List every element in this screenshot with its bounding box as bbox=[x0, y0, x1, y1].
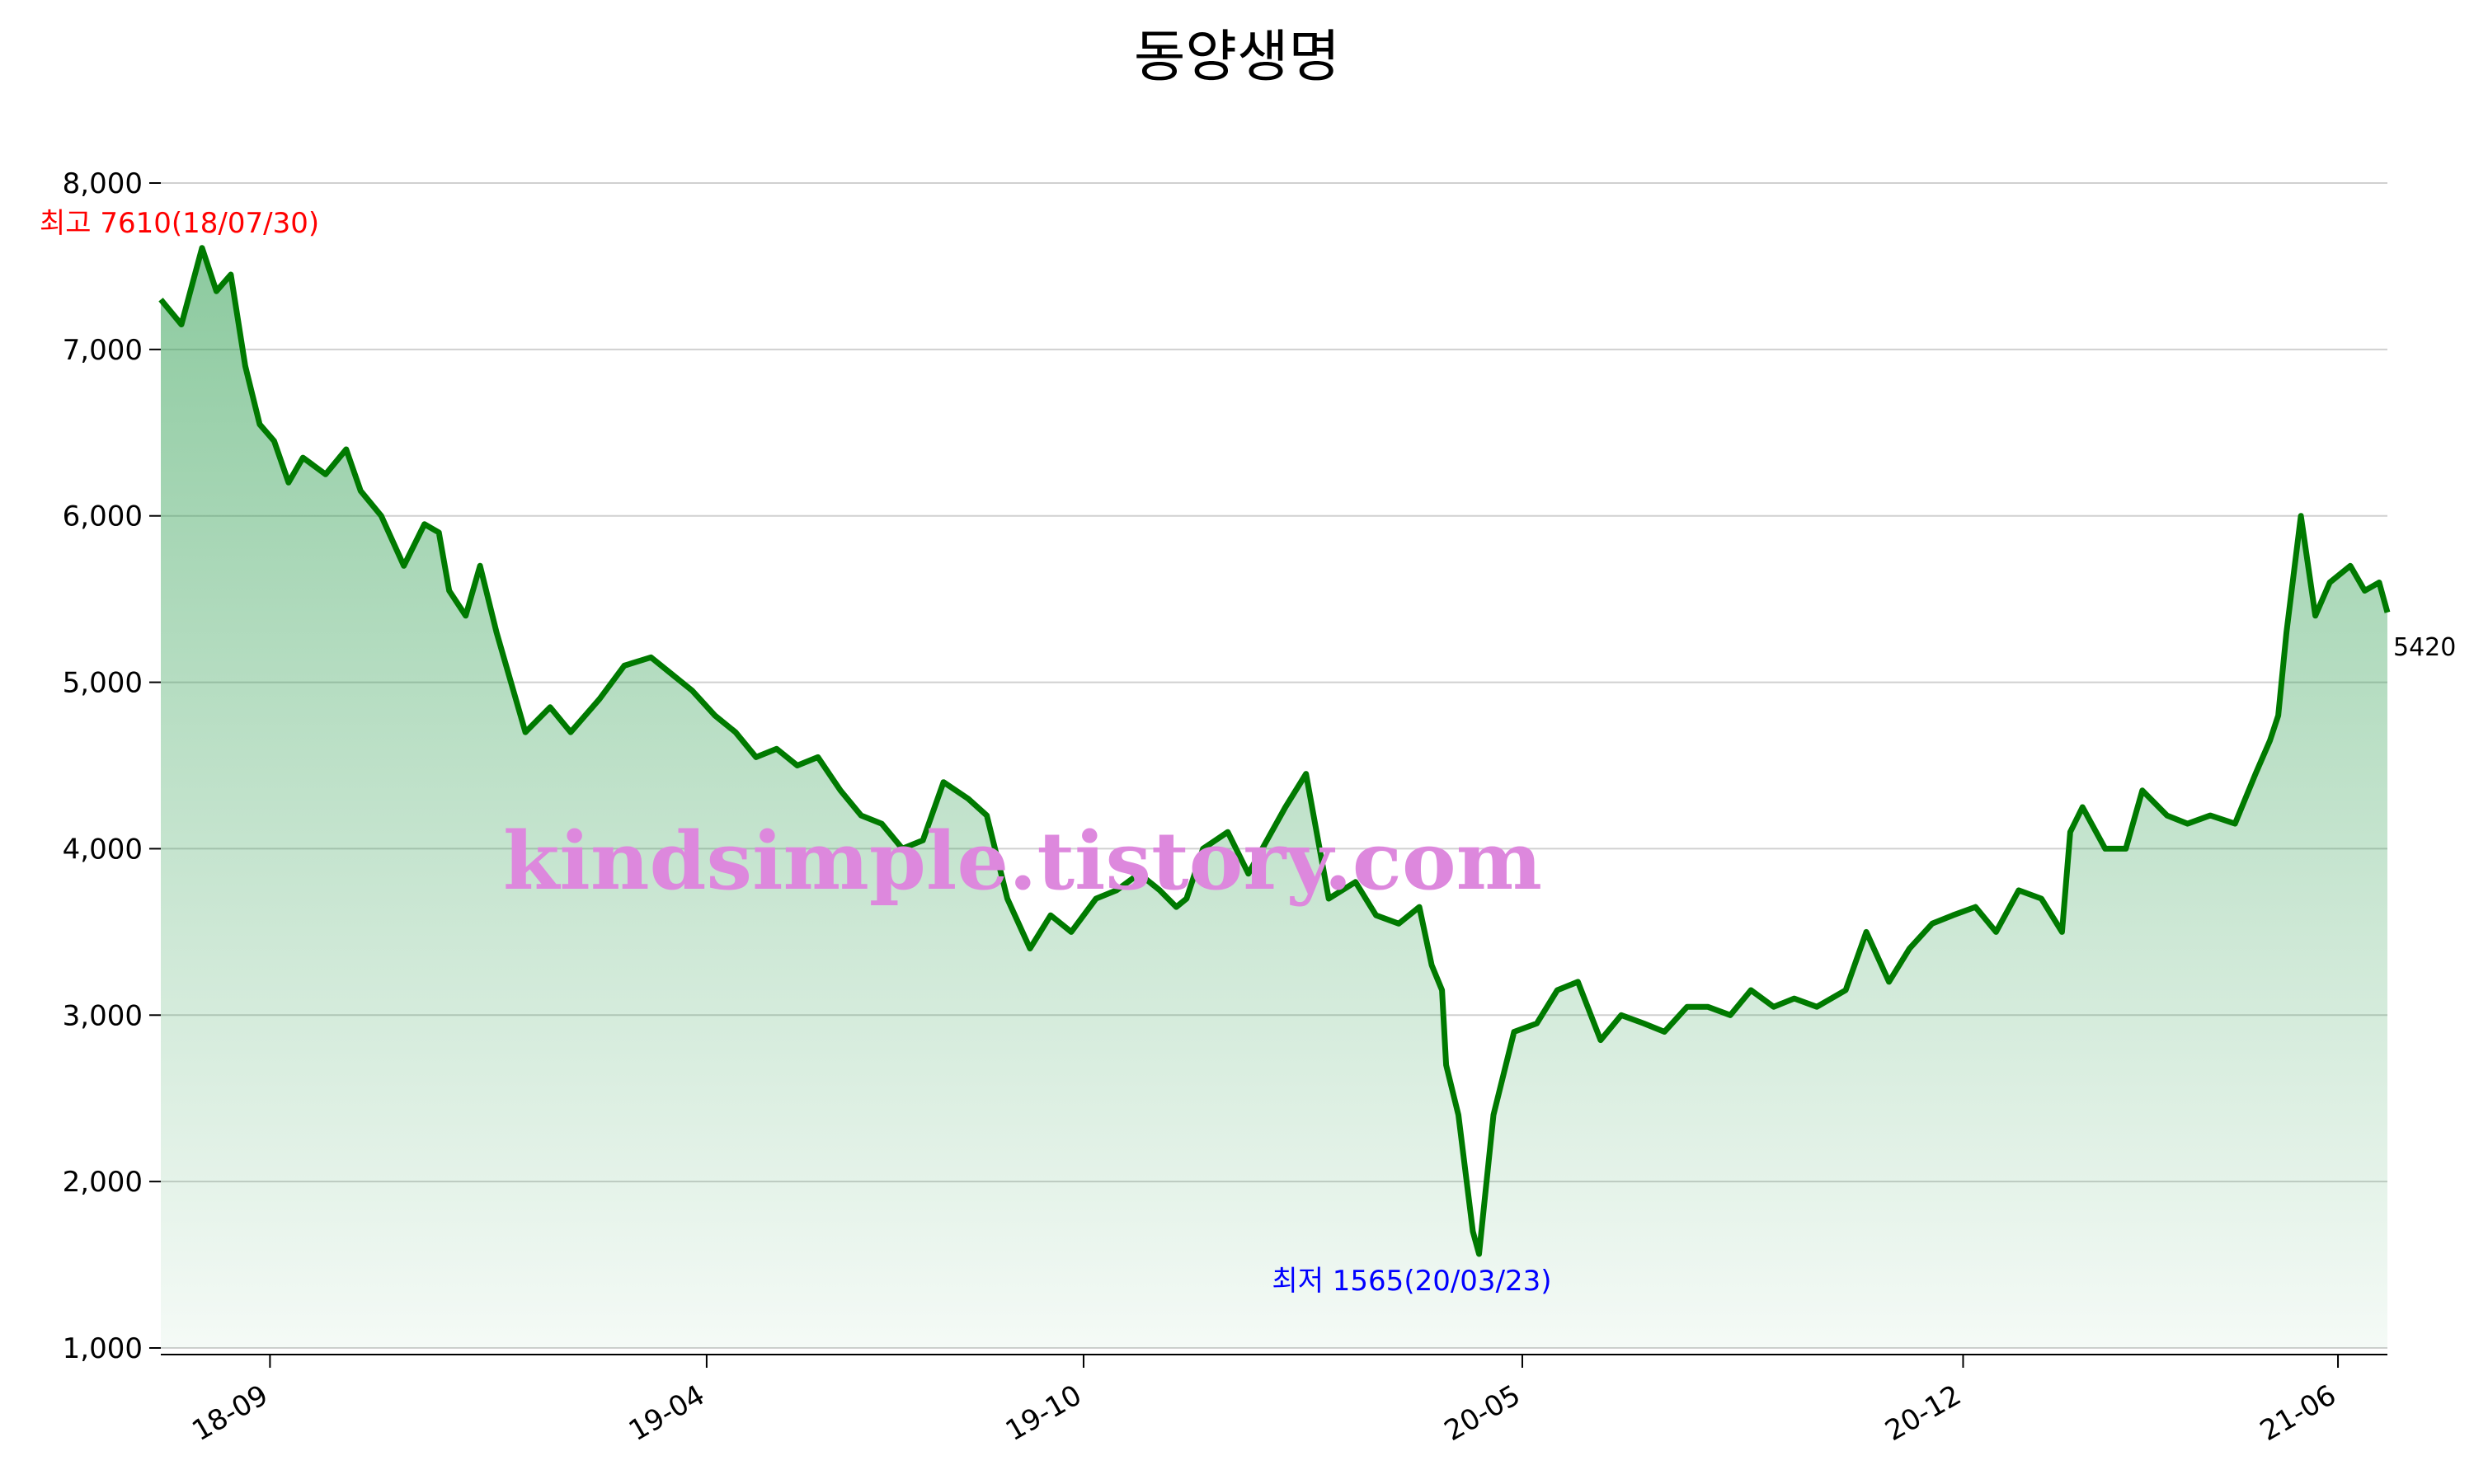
y-tick-label: 5,000 bbox=[63, 667, 143, 700]
y-tick-label: 1,000 bbox=[63, 1332, 143, 1365]
price-line bbox=[158, 245, 2391, 1257]
y-tick-labels: 1,000 2,000 3,000 4,000 5,000 6,000 7,000 8,000 bbox=[63, 167, 143, 1365]
chart-title: 동양생명 bbox=[1134, 25, 1340, 90]
watermark: kindsimple.tistory.com bbox=[503, 815, 1542, 908]
y-tick-label: 2,000 bbox=[63, 1166, 143, 1199]
min-label: 최저 1565(20/03/23) bbox=[1272, 1265, 1551, 1298]
x-tick-label: 19-10 bbox=[1000, 1378, 1088, 1448]
y-tick-label: 4,000 bbox=[63, 833, 143, 866]
axes bbox=[149, 182, 2387, 1368]
x-tick-label: 18-09 bbox=[186, 1378, 274, 1448]
x-tick-label: 19-04 bbox=[623, 1378, 711, 1448]
x-tick-label: 21-06 bbox=[2255, 1378, 2342, 1448]
area-fill bbox=[161, 247, 2387, 1349]
y-tick-label: 8,000 bbox=[63, 167, 143, 200]
price-area bbox=[161, 247, 2387, 1349]
series-line bbox=[158, 245, 2391, 1257]
y-tick-label: 3,000 bbox=[63, 999, 143, 1032]
x-tick-label: 20-05 bbox=[1439, 1378, 1526, 1448]
x-tick-label: 20-12 bbox=[1879, 1378, 1967, 1448]
y-tick-label: 6,000 bbox=[63, 500, 143, 533]
last-value-label: 5420 bbox=[2393, 633, 2456, 662]
max-label: 최고 7610(18/07/30) bbox=[40, 207, 319, 240]
y-tick-label: 7,000 bbox=[63, 334, 143, 367]
x-tick-labels: 18-09 19-04 19-10 20-05 20-12 21-06 bbox=[186, 1378, 2341, 1448]
